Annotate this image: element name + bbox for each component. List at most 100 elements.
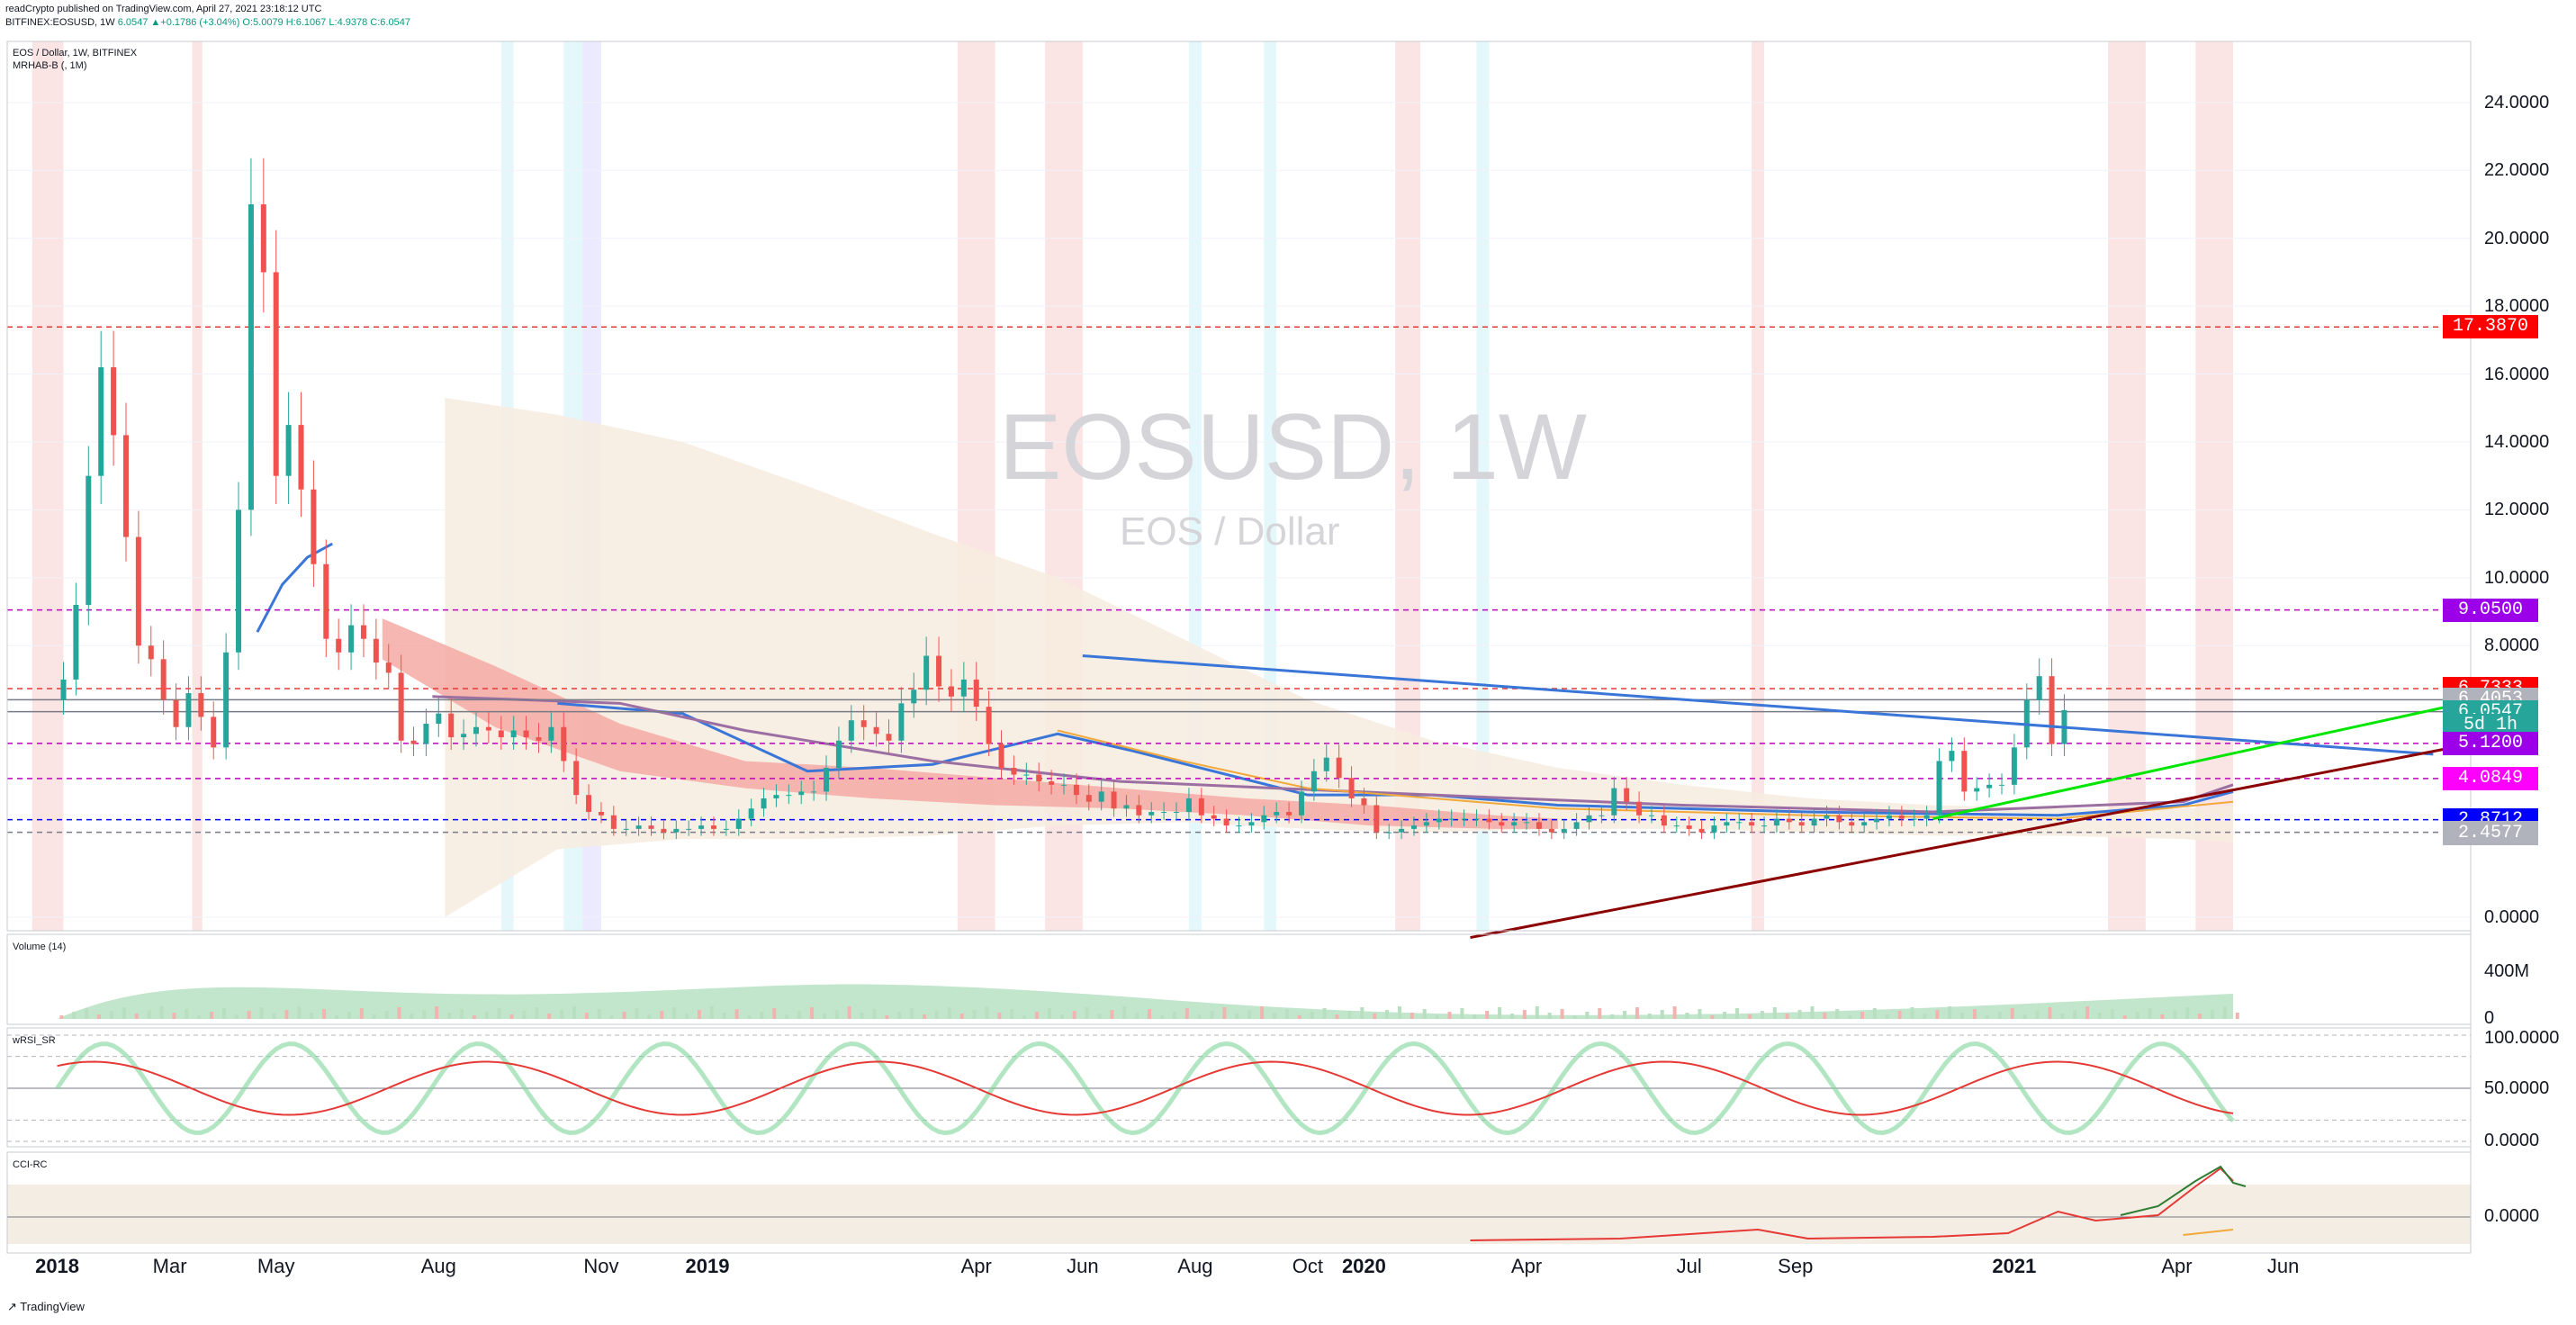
volume-bar: [1347, 1011, 1352, 1019]
candle-body: [960, 679, 967, 697]
candle-body: [911, 690, 917, 704]
volume-bar: [1635, 1007, 1639, 1019]
volume-bar: [1085, 1007, 1089, 1019]
lower-panes: [7, 984, 2471, 1244]
candle-body: [373, 638, 379, 663]
volume-bar: [1097, 1014, 1102, 1019]
candle-body: [648, 825, 654, 829]
cci-label[interactable]: CCI-RC: [13, 1159, 48, 1170]
volume-bar: [2110, 1009, 2114, 1019]
chart-icon: ↗: [7, 1300, 17, 1313]
volume-bar: [672, 1007, 677, 1019]
wrsi-fast: [55, 1041, 2235, 1136]
price-tick: 18.0000: [2484, 296, 2550, 317]
publish-line: readCrypto published on TradingView.com,…: [5, 4, 322, 14]
time-tick: Apr: [2161, 1255, 2193, 1277]
mrhab-blue-line: [256, 542, 333, 633]
volume-bar: [597, 1009, 601, 1019]
volume-bar: [1610, 1014, 1615, 1019]
time-tick: Mar: [152, 1255, 187, 1277]
candle-body: [122, 435, 129, 537]
candle-body: [1736, 822, 1743, 824]
volume-bar: [2160, 1014, 2165, 1019]
volume-bar: [972, 1010, 977, 1019]
candle-body: [1348, 778, 1355, 798]
volume-bar: [310, 1013, 314, 1019]
volume-bar: [1122, 1006, 1127, 1019]
volume-bar: [109, 1011, 113, 1019]
volume-bar: [560, 1010, 564, 1019]
volume-label[interactable]: Volume (14): [13, 942, 67, 952]
volume-bar: [1535, 1006, 1539, 1019]
volume-bar: [622, 1012, 626, 1019]
volume-bar: [722, 1013, 726, 1019]
volume-bar: [2173, 1011, 2177, 1019]
volume-bar: [2235, 1013, 2239, 1019]
volume-bar: [59, 1015, 64, 1019]
volume-bar: [1872, 1008, 1877, 1019]
candle-body: [1936, 761, 1942, 816]
volume-bar: [2085, 1006, 2090, 1019]
candle-body: [1423, 822, 1429, 826]
volume-bar: [1572, 1015, 1577, 1019]
candle-body: [948, 686, 954, 697]
volume-bar: [535, 1007, 539, 1019]
volume-bar: [922, 1014, 926, 1019]
time-tick: May: [257, 1255, 295, 1277]
volume-bar: [1010, 1009, 1014, 1019]
volume-bar: [709, 1006, 714, 1019]
volume-bar: [1235, 1014, 1239, 1019]
volume-bar: [359, 1008, 364, 1019]
volume-bar: [1948, 1006, 1952, 1019]
volume-bar: [885, 1015, 889, 1019]
cci-orange: [2183, 1229, 2234, 1236]
candle-body: [1374, 805, 1380, 833]
volume-bar: [1148, 1009, 1152, 1019]
volume-bar: [1860, 1012, 1865, 1019]
candle-body: [635, 825, 642, 829]
candle-body: [298, 425, 304, 490]
ohlc-line: BITFINEX:EOSUSD, 1W 6.0547 ▲+0.1786 (+3.…: [5, 17, 410, 28]
candle-body: [735, 818, 742, 829]
volume-bar: [2122, 1015, 2127, 1019]
volume-bar: [234, 1014, 239, 1019]
wrsi-slow: [57, 1060, 2234, 1116]
price-tick: 14.0000: [2484, 431, 2550, 452]
candle-body: [1824, 815, 1830, 819]
candle-body: [898, 703, 905, 741]
volume-bar: [1360, 1007, 1365, 1019]
volume-bar: [1623, 1011, 1627, 1019]
main-title[interactable]: EOS / Dollar, 1W, BITFINEX: [13, 48, 138, 59]
mrhab-cloud: [256, 397, 2234, 917]
cci-signal: [2120, 1165, 2247, 1216]
tradingview-logo[interactable]: ↗ TradingView: [7, 1300, 85, 1314]
candle-body: [586, 795, 592, 813]
candle-body: [348, 625, 355, 653]
wrsi-label[interactable]: wRSI_SR: [13, 1035, 56, 1046]
volume-bar: [384, 1011, 389, 1019]
volume-bar: [1672, 1006, 1677, 1019]
candle-body: [848, 720, 854, 741]
volume-bar: [210, 1012, 214, 1019]
candle-body: [1236, 825, 1242, 827]
volume-bar: [1460, 1008, 1464, 1019]
watermark-symbol: EOSUSD, 1W: [999, 395, 1587, 500]
volume-bar: [872, 1009, 877, 1019]
time-tick: Jun: [2266, 1255, 2300, 1277]
volume-bar: [1035, 1012, 1040, 1019]
volume-bar: [1322, 1008, 1327, 1019]
candle-body: [1698, 828, 1705, 833]
indicator-label[interactable]: MRHAB-B (, 1M): [13, 60, 87, 71]
volume-bar: [997, 1013, 1002, 1019]
time-tick: Oct: [1292, 1255, 1324, 1277]
volume-bar: [1848, 1015, 1852, 1019]
volume-tick: 400M: [2484, 961, 2530, 981]
candle-body: [1198, 798, 1204, 816]
candle-body: [1874, 818, 1880, 823]
volume-bar: [447, 1013, 452, 1019]
candle-body: [1411, 825, 1418, 829]
candle-body: [1911, 818, 1917, 820]
volume-bar: [1723, 1012, 1727, 1019]
candle-body: [936, 655, 942, 687]
